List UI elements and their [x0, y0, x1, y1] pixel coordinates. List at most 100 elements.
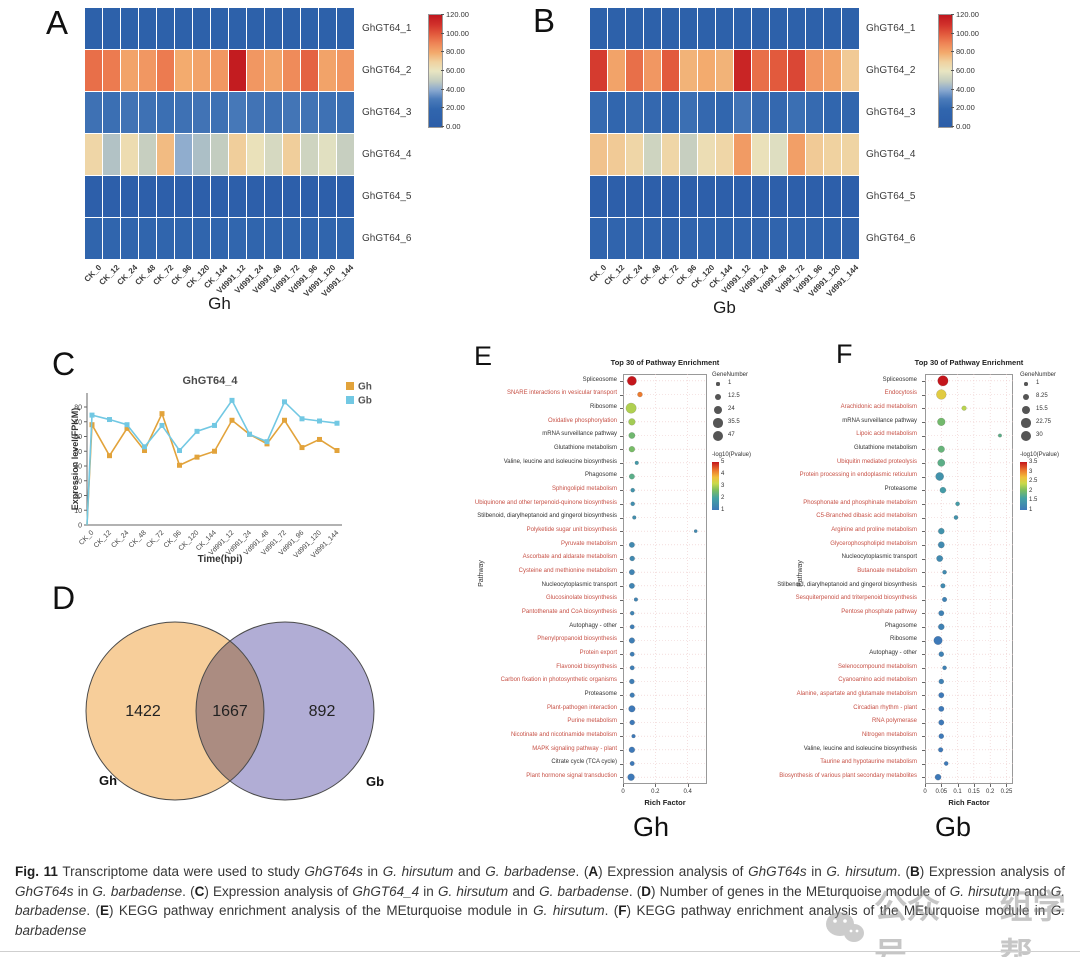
enrichment-dot [942, 665, 947, 671]
series-marker-Gb [89, 412, 95, 418]
heatmap-cell [247, 8, 264, 49]
y-tick-label: 80 [74, 405, 82, 412]
heatmap-row-label: GhGT64_6 [362, 233, 412, 244]
heatmap-cell [608, 176, 625, 217]
enrichment-dot [935, 472, 944, 481]
x-tick-label: 0.05 [935, 789, 948, 795]
pathway-tick [620, 503, 623, 505]
colorbar-tick-mark [441, 51, 444, 53]
pathway-label: Stilbenoid, diarylheptanoid and gingerol… [777, 581, 917, 588]
caption-text-segment: and [1019, 883, 1051, 899]
legend-size-dot [713, 418, 723, 428]
pathway-label: Glutathione metabolism [853, 444, 917, 451]
heatmap-cell [734, 50, 751, 91]
enrichment-dot [942, 596, 948, 603]
enrichment-dot [936, 389, 947, 400]
legend-size-title: GeneNumber [1020, 372, 1057, 378]
pathway-label: Sphingolipid metabolism [551, 485, 617, 492]
enrichment-dot [938, 747, 944, 753]
series-marker-Gb [317, 418, 322, 424]
heatmap-cell [121, 92, 138, 133]
heatmap-cell [608, 8, 625, 49]
pathway-label: Proteasome [584, 690, 617, 697]
heatmap-cell [698, 176, 715, 217]
heatmap-cell [193, 176, 210, 217]
enrichment-dot [955, 501, 960, 507]
heatmap-cell [301, 50, 318, 91]
pathway-label: Alanine, aspartate and glutamate metabol… [796, 690, 917, 697]
series-marker-Gb [159, 422, 165, 428]
legend-size-label: 8.25 [1036, 393, 1048, 399]
figure-caption: Fig. 11 Transcriptome data were used to … [15, 862, 1065, 940]
x-tick-mark [973, 784, 975, 787]
enrichment-dot [938, 610, 945, 617]
panel-label-d: D [52, 580, 76, 616]
heatmap-cell [247, 50, 264, 91]
heatmap-cell [662, 92, 679, 133]
pathway-tick [922, 585, 925, 587]
y-tick-label: 20 [74, 493, 82, 500]
legend-colorbar [712, 462, 719, 510]
heatmap-cell [265, 176, 282, 217]
x-tick-label: CK_12 [93, 529, 113, 549]
heatmap-cell [788, 134, 805, 175]
panel-label-a: A [46, 4, 69, 41]
pathway-label: Purine metabolism [567, 718, 617, 725]
caption-text-segment: and [508, 883, 540, 899]
heatmap-cell [247, 176, 264, 217]
pathway-tick [620, 613, 623, 615]
heatmap-cell [211, 176, 228, 217]
series-marker-Gb [229, 397, 235, 403]
caption-text-segment: Transcriptome data were used to study [57, 864, 305, 879]
heatmap-cell [121, 134, 138, 175]
pathway-label: Glucosinolate biosynthesis [545, 595, 617, 602]
enrichment-dot [938, 692, 945, 699]
dotplot-xlabel: Rich Factor [948, 798, 990, 807]
enrichment-dot [628, 473, 635, 480]
pathway-tick [620, 654, 623, 656]
caption-italic-segment: GhGT64_4 [352, 883, 420, 899]
heatmap-cell [229, 92, 246, 133]
pathway-tick [620, 681, 623, 683]
legend-size-label: 1 [1036, 380, 1040, 386]
colorbar-tick-label: 20.00 [956, 103, 975, 113]
heatmap-cell [590, 8, 607, 49]
dotplot-title: Top 30 of Pathway Enrichment [610, 358, 720, 367]
enrichment-dot [628, 541, 635, 548]
pathway-tick [620, 421, 623, 423]
enrichment-dot [953, 515, 959, 520]
colorbar-tick-label: 80.00 [446, 47, 465, 57]
heatmap-cell [301, 176, 318, 217]
heatmap-cell [175, 218, 192, 259]
venn-left-count: 1422 [125, 703, 161, 720]
enrichment-dot [961, 405, 967, 411]
heatmap-row-label: GhGT64_6 [866, 233, 916, 244]
heatmap-cell [157, 134, 174, 175]
enrichment-dot [628, 705, 636, 713]
series-marker-Gb [264, 439, 270, 445]
x-tick-mark [957, 784, 959, 787]
enrichment-dot [629, 555, 635, 562]
colorbar-tick-label: 120.00 [956, 10, 979, 19]
heatmap-cell [842, 134, 859, 175]
legend-size-label: 30 [1036, 432, 1043, 438]
heatmap-cell [824, 176, 841, 217]
heatmap-cell [103, 8, 120, 49]
heatmap-cell [85, 218, 102, 259]
pathway-label: Valine, leucine and isoleucine biosynthe… [503, 458, 617, 465]
enrichment-dot [629, 624, 635, 630]
heatmap-cell [301, 134, 318, 175]
enrichment-dot [631, 734, 636, 739]
dotplot-group-label: Gb [934, 812, 972, 842]
pathway-label: Protein export [579, 649, 617, 656]
legend-size-dot [713, 405, 722, 414]
heatmap-cell [842, 176, 859, 217]
pathway-tick [620, 517, 623, 519]
series-marker-Gb [282, 399, 287, 405]
bottom-rule [0, 951, 1080, 952]
legend-size-label: 12.5 [728, 393, 740, 399]
pathway-label: Stilbenoid, diarylheptanoid and gingerol… [477, 513, 617, 520]
heatmap-cell [680, 50, 697, 91]
colorbar-tick-mark [441, 107, 444, 109]
series-marker-Gb [142, 444, 147, 450]
